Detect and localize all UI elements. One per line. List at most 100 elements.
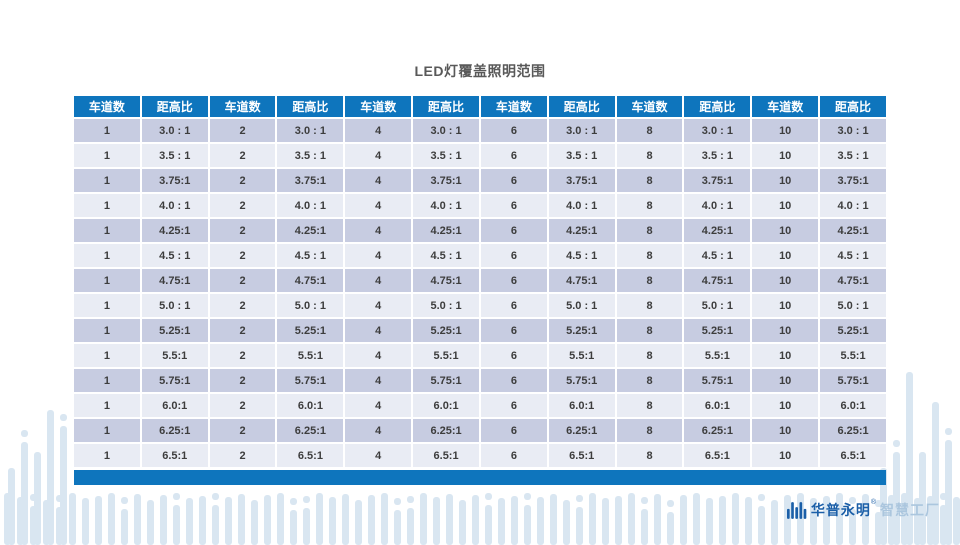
ratio-cell: 5.25:1 bbox=[141, 319, 208, 342]
ratio-cell: 4.5 : 1 bbox=[548, 244, 615, 267]
table-row: 1 5.25:1 2 5.25:1 4 5.25:1 6 5.25:1 8 5.25:1 10 5.2… bbox=[74, 319, 886, 342]
ratio-cell: 3.75:1 bbox=[820, 169, 886, 192]
decor-bar bbox=[21, 430, 28, 437]
ratio-cell: 3.5 : 1 bbox=[820, 144, 886, 167]
decor-bar bbox=[875, 512, 882, 545]
lane-count-cell: 1 bbox=[74, 419, 140, 442]
lane-count-cell: 6 bbox=[480, 444, 547, 467]
lane-count-cell: 4 bbox=[345, 269, 412, 292]
table-row: 1 6.5:1 2 6.5:1 4 6.5:1 6 6.5:1 8 6.5:1 10 6.5:1 bbox=[74, 444, 886, 467]
header-ratio: 距高比 bbox=[277, 96, 344, 117]
ratio-cell: 6.0:1 bbox=[141, 394, 208, 417]
ratio-cell: 6.5:1 bbox=[413, 444, 479, 467]
ratio-cell: 6.5:1 bbox=[277, 444, 344, 467]
lane-count-cell: 6 bbox=[480, 219, 547, 242]
decor-bar bbox=[784, 495, 791, 545]
ratio-cell: 6.0:1 bbox=[684, 394, 751, 417]
ratio-cell: 4.5 : 1 bbox=[684, 244, 751, 267]
table-row: 1 5.5:1 2 5.5:1 4 5.5:1 6 5.5:1 8 5.5:1 10 5.5:1 bbox=[74, 344, 886, 367]
ratio-cell: 4.75:1 bbox=[141, 269, 208, 292]
lane-count-cell: 10 bbox=[752, 369, 819, 392]
decor-bar bbox=[524, 505, 531, 545]
ratio-cell: 3.0 : 1 bbox=[820, 119, 886, 142]
table-row: 1 5.75:1 2 5.75:1 4 5.75:1 6 5.75:1 8 5.75:1 10 5.7… bbox=[74, 369, 886, 392]
header-ratio: 距高比 bbox=[820, 96, 886, 117]
lane-count-cell: 6 bbox=[480, 294, 547, 317]
lane-count-cell: 1 bbox=[74, 244, 140, 267]
decor-bar bbox=[30, 494, 37, 501]
decor-bar bbox=[615, 496, 622, 545]
lane-count-cell: 6 bbox=[480, 119, 547, 142]
decor-bar bbox=[173, 493, 180, 500]
ratio-cell: 3.75:1 bbox=[413, 169, 479, 192]
ratio-cell: 5.5:1 bbox=[684, 344, 751, 367]
ratio-cell: 5.5:1 bbox=[548, 344, 615, 367]
table-bottom-accent-bar bbox=[74, 470, 886, 485]
lane-count-cell: 4 bbox=[345, 169, 412, 192]
table-row: 1 6.25:1 2 6.25:1 4 6.25:1 6 6.25:1 8 6.25:1 10 6.2… bbox=[74, 419, 886, 442]
decor-bar bbox=[836, 493, 843, 545]
decor-bar bbox=[706, 498, 713, 545]
decor-bar bbox=[719, 496, 726, 545]
ratio-cell: 6.0:1 bbox=[277, 394, 344, 417]
lane-count-cell: 8 bbox=[616, 269, 683, 292]
decor-bar bbox=[563, 500, 570, 545]
lane-count-cell: 6 bbox=[480, 194, 547, 217]
lane-count-cell: 8 bbox=[616, 194, 683, 217]
decor-bar bbox=[303, 496, 310, 503]
ratio-cell: 5.5:1 bbox=[141, 344, 208, 367]
ratio-cell: 6.25:1 bbox=[413, 419, 479, 442]
decor-bar bbox=[251, 500, 258, 545]
table-row: 1 6.0:1 2 6.0:1 4 6.0:1 6 6.0:1 8 6.0:1 10 6.0:1 bbox=[74, 394, 886, 417]
lane-count-cell: 4 bbox=[345, 194, 412, 217]
lane-count-cell: 8 bbox=[616, 144, 683, 167]
lane-count-cell: 10 bbox=[752, 244, 819, 267]
lane-count-cell: 1 bbox=[74, 119, 140, 142]
lane-count-cell: 1 bbox=[74, 269, 140, 292]
ratio-cell: 5.0 : 1 bbox=[141, 294, 208, 317]
ratio-cell: 5.0 : 1 bbox=[548, 294, 615, 317]
table-row: 1 3.5 : 1 2 3.5 : 1 4 3.5 : 1 6 3.5 : 1 8 3.5 : 1… bbox=[74, 144, 886, 167]
lane-count-cell: 4 bbox=[345, 219, 412, 242]
ratio-cell: 6.5:1 bbox=[820, 444, 886, 467]
ratio-cell: 4.25:1 bbox=[820, 219, 886, 242]
decor-bar bbox=[394, 498, 401, 505]
decor-bar bbox=[524, 493, 531, 500]
decor-bar bbox=[693, 493, 700, 545]
lane-count-cell: 4 bbox=[345, 144, 412, 167]
decor-bar bbox=[225, 497, 232, 545]
ratio-cell: 4.5 : 1 bbox=[820, 244, 886, 267]
decor-bar bbox=[186, 498, 193, 545]
lane-count-cell: 10 bbox=[752, 119, 819, 142]
decor-bar bbox=[134, 494, 141, 545]
decor-bar bbox=[906, 372, 913, 545]
lane-count-cell: 10 bbox=[752, 169, 819, 192]
lane-count-cell: 1 bbox=[74, 144, 140, 167]
decor-bar bbox=[654, 494, 661, 545]
lane-count-cell: 2 bbox=[209, 344, 276, 367]
ratio-cell: 3.0 : 1 bbox=[684, 119, 751, 142]
ratio-cell: 3.5 : 1 bbox=[277, 144, 344, 167]
decor-bar bbox=[420, 493, 427, 545]
ratio-cell: 5.0 : 1 bbox=[413, 294, 479, 317]
ratio-cell: 4.75:1 bbox=[820, 269, 886, 292]
lane-count-cell: 4 bbox=[345, 344, 412, 367]
decor-bar bbox=[290, 498, 297, 505]
decor-bar bbox=[472, 495, 479, 545]
lane-count-cell: 6 bbox=[480, 144, 547, 167]
decor-bar bbox=[34, 452, 41, 545]
decor-bar bbox=[732, 493, 739, 545]
ratio-cell: 3.5 : 1 bbox=[684, 144, 751, 167]
table-header-row: 车道数 距高比 车道数 距高比 车道数 距高比 车道数 距高比 车道数 距高比 车道数 距高比 bbox=[74, 96, 886, 117]
lane-count-cell: 8 bbox=[616, 119, 683, 142]
decor-bar bbox=[355, 500, 362, 545]
lane-count-cell: 2 bbox=[209, 119, 276, 142]
ratio-cell: 5.0 : 1 bbox=[820, 294, 886, 317]
decor-bar bbox=[511, 496, 518, 545]
decor-bar bbox=[537, 497, 544, 545]
ratio-cell: 3.0 : 1 bbox=[141, 119, 208, 142]
ratio-cell: 5.75:1 bbox=[548, 369, 615, 392]
